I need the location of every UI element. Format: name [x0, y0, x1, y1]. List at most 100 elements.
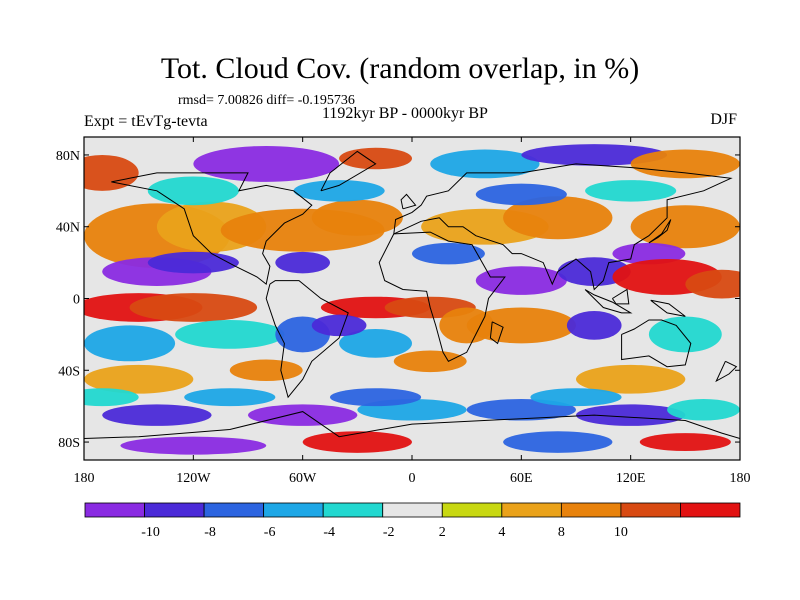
- anomaly-region: [175, 320, 285, 349]
- anomaly-region: [84, 364, 194, 394]
- anomaly-region: [530, 388, 622, 407]
- colorbar-swatch: [441, 502, 503, 518]
- coastline: [648, 219, 672, 244]
- anomaly-region: [557, 257, 631, 286]
- colorbar-swatch: [203, 502, 265, 518]
- colorbar-label: 10: [614, 525, 628, 540]
- anomaly-region: [311, 199, 403, 236]
- stats-label: rmsd= 7.00826 diff= -0.195736: [178, 93, 355, 108]
- colorbar-swatch: [620, 502, 681, 518]
- coastline: [265, 280, 349, 399]
- anomaly-region: [685, 269, 740, 299]
- coastline: [611, 288, 630, 305]
- colorbar-label: -4: [323, 525, 335, 540]
- anomaly-region: [193, 145, 340, 182]
- lon-tick-label: 120W: [176, 471, 211, 486]
- colorbar-swatch: [322, 502, 384, 518]
- anomaly-region: [302, 431, 413, 453]
- colorbar-label: -10: [141, 525, 160, 540]
- colorbar-swatch: [84, 502, 145, 518]
- anomaly-region: [475, 183, 567, 206]
- coastline: [320, 150, 377, 192]
- lon-tick-label: 0: [409, 471, 416, 486]
- anomaly-region: [147, 251, 239, 274]
- anomaly-region: [84, 154, 139, 191]
- lat-tick-label: 80S: [58, 436, 80, 451]
- experiment-label: Expt = tEvTg-tevta: [84, 113, 208, 130]
- anomaly-region: [120, 436, 267, 455]
- anomaly-region: [503, 196, 613, 240]
- coastline: [400, 193, 417, 210]
- anomaly-region: [147, 176, 239, 206]
- anomaly-region: [475, 266, 567, 295]
- lat-tick-label: 40S: [58, 364, 80, 379]
- axis-ticks: 80N 40N 0 40S 80S 180 120W 60W 0 60E 120E 180: [56, 137, 751, 486]
- anomaly-region: [630, 149, 740, 179]
- lat-tick-label: 80N: [56, 149, 80, 164]
- anomaly-region: [339, 329, 412, 358]
- colorbar-swatch: [263, 502, 324, 518]
- colorbar-label: 8: [558, 525, 565, 540]
- colorbar-label: -8: [204, 525, 216, 540]
- anomaly-region: [667, 398, 740, 421]
- anomaly-region: [339, 147, 412, 170]
- colorbar-swatch: [144, 502, 205, 518]
- anomaly-region: [466, 307, 576, 344]
- anomaly-region: [84, 325, 176, 362]
- anomaly-region: [129, 293, 258, 322]
- lon-tick-label: 60W: [289, 471, 317, 486]
- anomaly-region: [585, 180, 677, 202]
- coastline: [715, 360, 738, 383]
- anomaly-region: [648, 316, 722, 353]
- lat-tick-label: 40N: [56, 221, 80, 236]
- anomaly-region: [412, 242, 485, 265]
- lat-tick-label: 0: [73, 293, 80, 308]
- anomaly-region: [293, 180, 385, 202]
- lon-tick-label: 120E: [616, 471, 646, 486]
- coastline: [111, 172, 313, 285]
- anomaly-region: [439, 307, 494, 344]
- lon-tick-label: 180: [730, 471, 751, 486]
- anomaly-region: [311, 314, 367, 337]
- anomaly-region: [430, 149, 540, 179]
- lon-tick-label: 180: [74, 471, 95, 486]
- coastline: [378, 231, 506, 362]
- coastline: [489, 321, 504, 345]
- lon-tick-label: 60E: [510, 471, 533, 486]
- coastline: [393, 163, 733, 291]
- anomaly-region: [630, 205, 740, 249]
- anomaly-region: [393, 350, 467, 373]
- anomaly-region: [639, 433, 731, 452]
- anomaly-region: [275, 251, 330, 274]
- colorbar: -10 -8 -6 -4 -2 2 4 8 10: [84, 502, 741, 540]
- anomaly-region: [102, 404, 212, 426]
- map-title: Tot. Cloud Cov. (random overlap, in %): [160, 52, 640, 85]
- coastline: [621, 319, 692, 368]
- anomaly-region: [576, 364, 686, 394]
- anomaly-region: [84, 388, 139, 407]
- colorbar-label: 2: [439, 525, 446, 540]
- anomaly-region: [330, 388, 422, 407]
- coastline: [84, 411, 740, 439]
- season-label: DJF: [710, 111, 737, 128]
- anomaly-region: [576, 404, 686, 426]
- anomaly-region: [247, 404, 358, 426]
- colorbar-swatch: [560, 502, 622, 518]
- anomaly-field: [84, 144, 740, 455]
- coastline: [584, 289, 633, 314]
- coastlines: [84, 150, 740, 439]
- colorbar-label: -6: [264, 525, 276, 540]
- anomaly-region: [521, 144, 668, 166]
- coastline: [650, 299, 686, 317]
- colorbar-label: -2: [383, 525, 395, 540]
- colorbar-label: 4: [498, 525, 505, 540]
- colorbar-swatch: [501, 502, 562, 518]
- anomaly-region: [503, 431, 613, 453]
- anomaly-region: [184, 388, 276, 407]
- anomaly-region: [229, 359, 303, 382]
- anomaly-region: [566, 311, 622, 340]
- colorbar-swatch: [382, 502, 443, 518]
- colorbar-swatch: [680, 502, 741, 518]
- period-label: 1192kyr BP - 0000kyr BP: [322, 105, 488, 122]
